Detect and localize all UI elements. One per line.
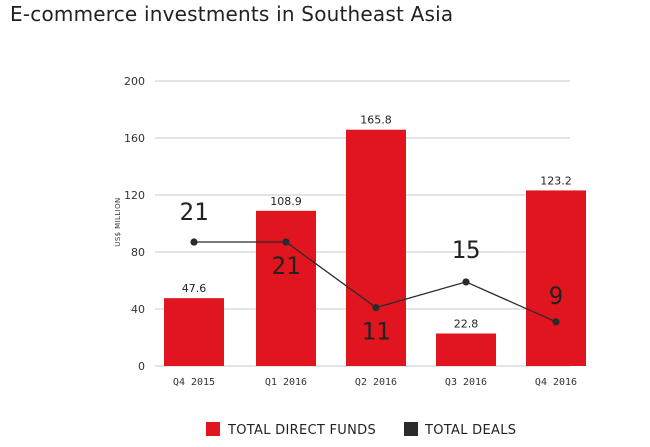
deal-point (552, 318, 560, 326)
bar-value-label: 47.6 (182, 282, 207, 295)
legend-label-deals: TOTAL DEALS (424, 423, 516, 438)
deal-labels: 21 21 11 15 9 (180, 198, 564, 346)
chart-title: E-commerce investments in Southeast Asia (10, 2, 454, 26)
deal-label: 11 (362, 318, 391, 346)
bar (526, 190, 586, 366)
deal-label: 21 (180, 198, 209, 226)
legend-swatch-funds (206, 422, 220, 436)
y-axis-ticks: 0 40 80 120 160 200 (124, 75, 145, 373)
x-category-label: Q4 2015 (173, 377, 215, 388)
bar (256, 210, 316, 366)
bar (346, 129, 406, 366)
deal-label: 21 (272, 252, 301, 280)
x-axis-categories: Q4 2015 Q1 2016 Q2 2016 Q3 2016 Q4 2016 (173, 377, 577, 388)
deal-label: 9 (549, 282, 563, 310)
legend-label-funds: TOTAL DIRECT FUNDS (227, 423, 376, 438)
bar-value-label: 22.8 (454, 318, 479, 331)
y-axis-label: US$ MILLION (114, 197, 122, 246)
x-category-label: Q4 2016 (535, 377, 577, 388)
bar (436, 333, 496, 366)
bars (164, 129, 586, 366)
bar-value-label: 123.2 (540, 174, 572, 187)
legend: TOTAL DIRECT FUNDS TOTAL DEALS (206, 422, 516, 438)
bar-value-label: 108.9 (270, 195, 302, 208)
x-category-label: Q3 2016 (445, 377, 487, 388)
deal-point (462, 278, 470, 286)
x-category-label: Q1 2016 (265, 377, 307, 388)
deal-label: 15 (452, 236, 481, 264)
y-tick-label: 200 (124, 75, 145, 88)
bar (164, 298, 224, 366)
deal-point (190, 238, 198, 246)
y-tick-label: 0 (138, 360, 145, 373)
y-tick-label: 40 (131, 303, 145, 316)
deals-line (190, 238, 560, 326)
bar-value-label: 165.8 (360, 114, 392, 127)
deal-point (372, 303, 380, 312)
y-tick-label: 120 (124, 189, 145, 202)
legend-swatch-deals (404, 422, 418, 436)
x-category-label: Q2 2016 (355, 377, 397, 388)
y-tick-label: 80 (131, 246, 145, 259)
y-tick-label: 160 (124, 132, 145, 145)
bar-value-labels: 47.6 108.9 165.8 22.8 123.2 (182, 114, 572, 331)
deal-point (282, 238, 290, 246)
